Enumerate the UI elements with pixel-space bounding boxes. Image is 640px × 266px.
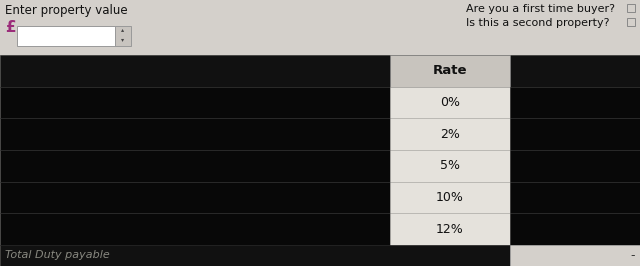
Text: Enter property value: Enter property value xyxy=(5,4,127,17)
Text: ▾: ▾ xyxy=(122,38,125,43)
FancyBboxPatch shape xyxy=(0,55,640,87)
FancyBboxPatch shape xyxy=(390,55,510,87)
Text: Total Duty payable: Total Duty payable xyxy=(5,251,109,260)
FancyBboxPatch shape xyxy=(0,182,390,213)
FancyBboxPatch shape xyxy=(510,150,640,182)
Text: £: £ xyxy=(5,20,15,35)
Text: 2%: 2% xyxy=(440,128,460,141)
FancyBboxPatch shape xyxy=(390,118,510,150)
FancyBboxPatch shape xyxy=(0,87,390,118)
FancyBboxPatch shape xyxy=(390,182,510,213)
FancyBboxPatch shape xyxy=(510,245,640,266)
FancyBboxPatch shape xyxy=(390,213,510,245)
Text: Are you a first time buyer?: Are you a first time buyer? xyxy=(466,4,615,14)
FancyBboxPatch shape xyxy=(510,118,640,150)
Text: 10%: 10% xyxy=(436,191,464,204)
Text: ▴: ▴ xyxy=(122,27,125,32)
FancyBboxPatch shape xyxy=(17,26,115,46)
FancyBboxPatch shape xyxy=(0,213,390,245)
Text: 0%: 0% xyxy=(440,96,460,109)
FancyBboxPatch shape xyxy=(627,18,635,26)
Text: Rate: Rate xyxy=(433,64,467,77)
FancyBboxPatch shape xyxy=(390,87,510,118)
Text: -: - xyxy=(630,249,635,262)
FancyBboxPatch shape xyxy=(115,26,131,46)
Text: 12%: 12% xyxy=(436,223,464,236)
FancyBboxPatch shape xyxy=(510,182,640,213)
FancyBboxPatch shape xyxy=(510,87,640,118)
FancyBboxPatch shape xyxy=(390,150,510,182)
FancyBboxPatch shape xyxy=(510,213,640,245)
FancyBboxPatch shape xyxy=(0,245,510,266)
FancyBboxPatch shape xyxy=(627,4,635,12)
FancyBboxPatch shape xyxy=(0,150,390,182)
FancyBboxPatch shape xyxy=(0,118,390,150)
Text: Is this a second property?: Is this a second property? xyxy=(466,18,609,28)
Text: 5%: 5% xyxy=(440,159,460,172)
